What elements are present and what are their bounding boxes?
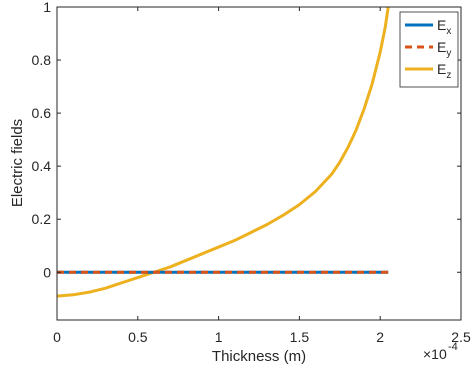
x-tick-label: 2	[376, 329, 384, 345]
legend-label-ex-base: E	[437, 17, 446, 33]
x-exponent: ×10 -4	[423, 341, 458, 362]
x-ticks: 0 0.5 1 1.5 2 2.5	[53, 7, 471, 345]
x-tick-label: 0.5	[128, 329, 148, 345]
x-tick-label: 2.5	[451, 329, 471, 345]
plot-area	[57, 7, 461, 320]
x-tick-label: 1.5	[290, 329, 310, 345]
y-tick-label: 0.4	[32, 158, 52, 174]
y-axis-label: Electric fields	[9, 119, 26, 207]
x-axis-label: Thickness (m)	[212, 348, 306, 365]
x-tick-label: 1	[215, 329, 223, 345]
x-exponent-power: -4	[448, 341, 458, 353]
legend: Ex Ey Ez	[399, 11, 459, 88]
y-tick-label: 0.6	[32, 105, 52, 121]
y-tick-label: 0	[43, 264, 51, 280]
y-tick-label: 0.8	[32, 52, 52, 68]
legend-entry-ez: Ez	[405, 61, 451, 81]
legend-label-ex-sub: x	[446, 26, 451, 37]
legend-label-ey: Ey	[437, 39, 451, 59]
legend-label-ex: Ex	[437, 17, 451, 37]
y-tick-label: 1	[43, 0, 51, 15]
legend-entry-ey: Ey	[405, 39, 451, 59]
legend-entry-ex: Ex	[405, 17, 451, 37]
y-tick-label: 0.2	[32, 211, 52, 227]
legend-label-ey-base: E	[437, 39, 446, 55]
legend-label-ez: Ez	[437, 61, 451, 81]
legend-label-ey-sub: y	[446, 48, 451, 59]
series-ez-line	[56, 6, 390, 298]
legend-label-ez-sub: z	[446, 70, 451, 81]
legend-label-ez-base: E	[437, 61, 446, 77]
y-ticks: 0 0.2 0.4 0.6 0.8 1	[32, 0, 461, 280]
series-layer	[56, 6, 390, 298]
x-exponent-base: ×10	[423, 346, 447, 362]
x-tick-label: 0	[53, 329, 61, 345]
axes-box	[56, 6, 462, 321]
